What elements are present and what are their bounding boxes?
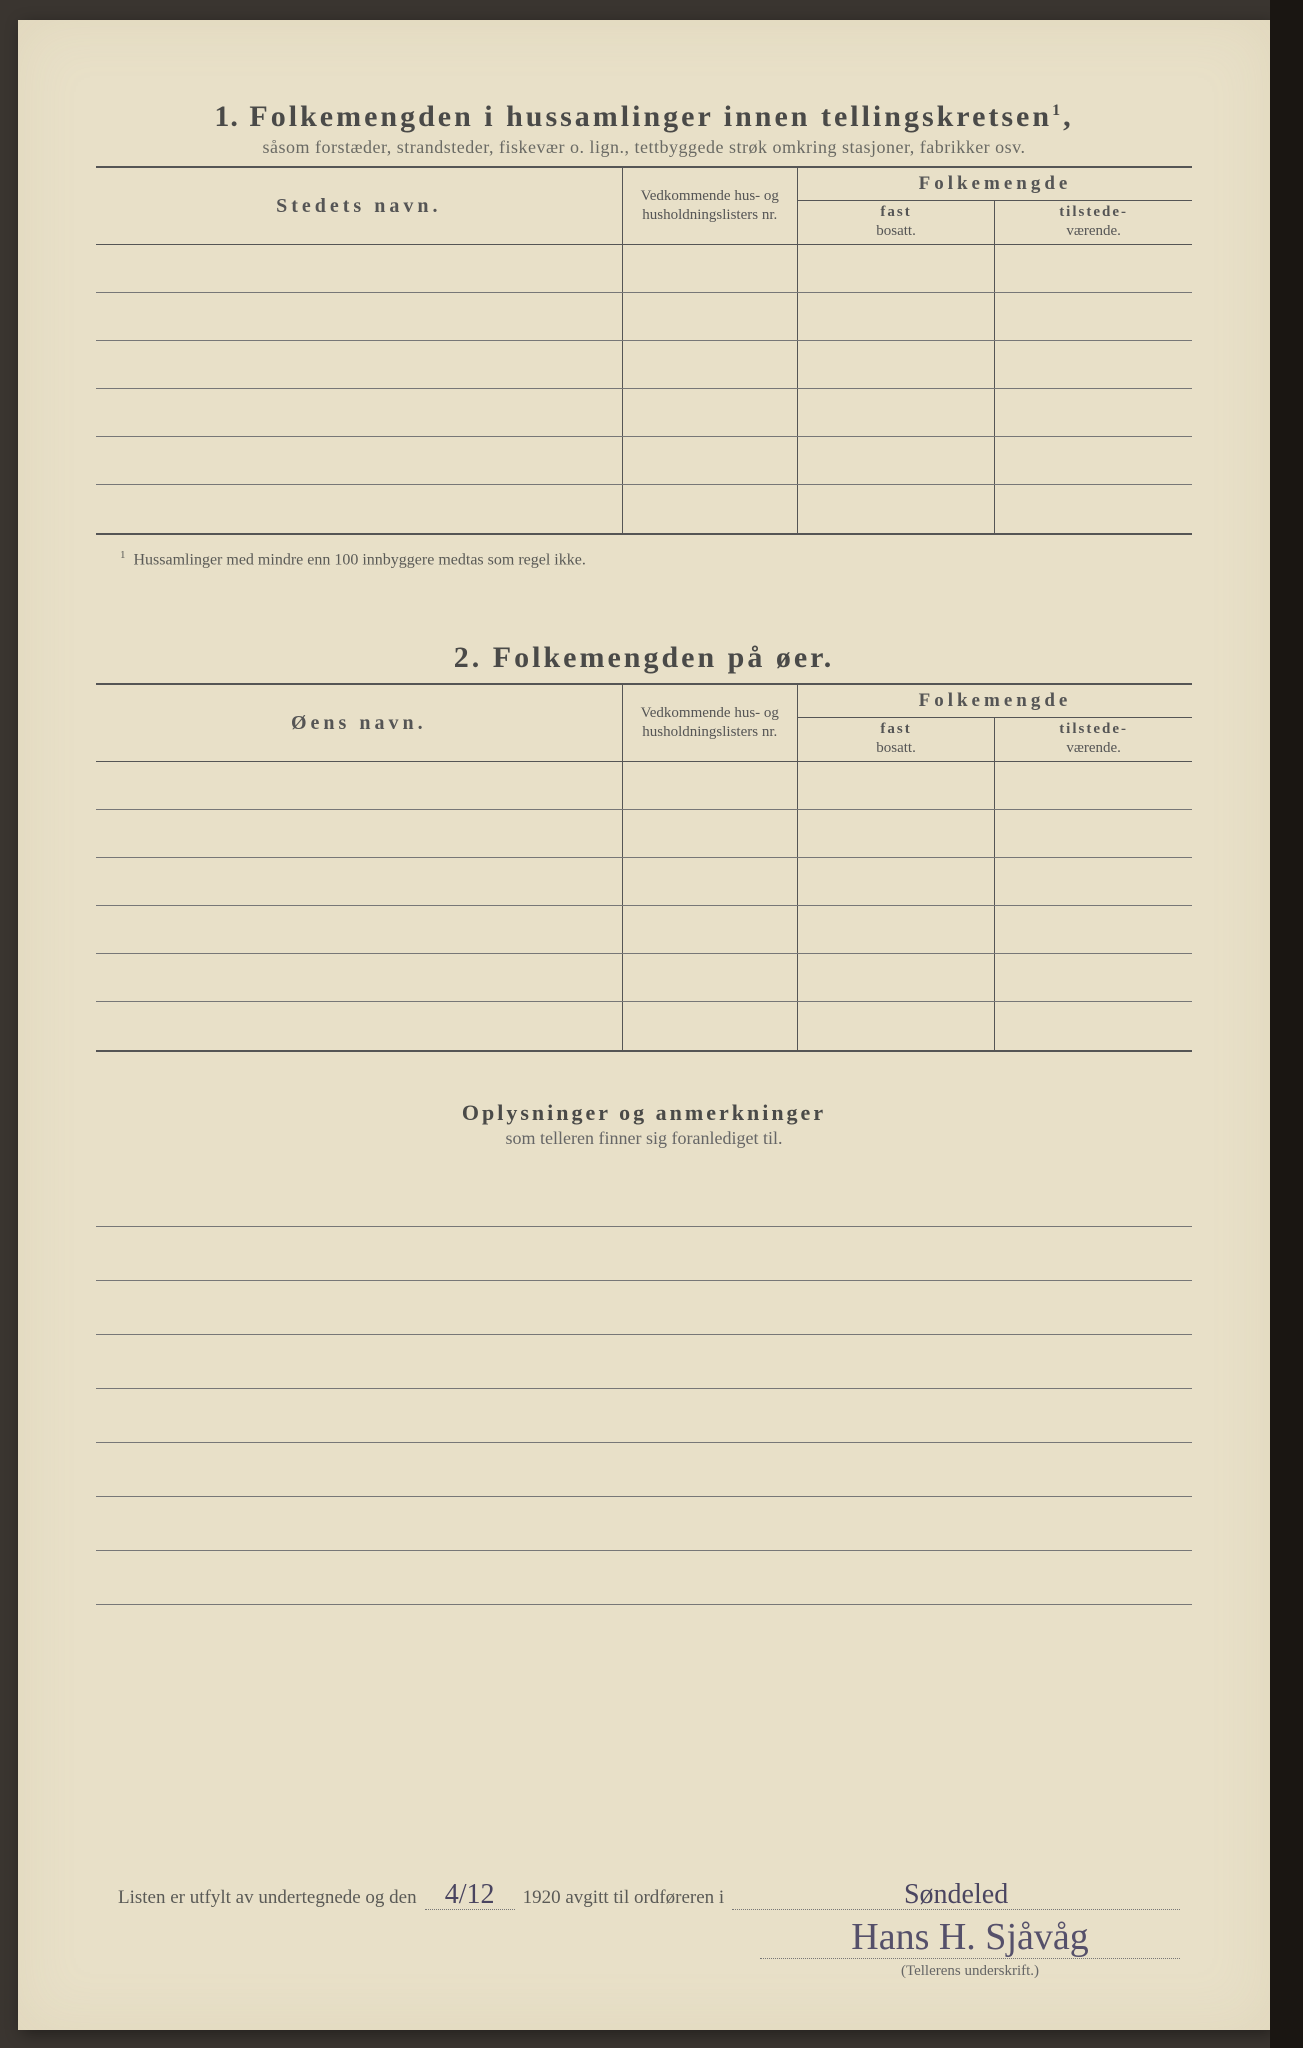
signoff-date: 4/12 bbox=[425, 1881, 515, 1910]
table-row bbox=[96, 485, 1192, 533]
th-tilstede-2: tilstede- værende. bbox=[995, 717, 1192, 762]
section-1-subtitle: såsom forstæder, strandsteder, fiskevær … bbox=[96, 137, 1192, 158]
section-1: 1. Folkemengden i hussamlinger innen tel… bbox=[96, 100, 1192, 569]
table-row bbox=[96, 293, 1192, 341]
th-lists-2: Vedkommende hus- og husholdningslisters … bbox=[622, 685, 797, 762]
table-1: Stedets navn. Vedkommende hus- og hushol… bbox=[96, 168, 1192, 533]
table-2: Øens navn. Vedkommende hus- og husholdni… bbox=[96, 685, 1192, 1050]
footnote-mark: 1 bbox=[120, 549, 126, 561]
footnote-1: 1 Hussamlinger med mindre enn 100 innbyg… bbox=[120, 549, 1192, 569]
table-row bbox=[96, 954, 1192, 1002]
table-row bbox=[96, 906, 1192, 954]
section-3-subtitle: som telleren finner sig foranlediget til… bbox=[96, 1128, 1192, 1149]
section-3: Oplysninger og anmerkninger som telleren… bbox=[96, 1100, 1192, 1605]
th-folkemengde-2: Folkemengde bbox=[797, 685, 1192, 717]
section-2-title-text: Folkemengden på øer. bbox=[493, 641, 834, 674]
table-row bbox=[96, 1002, 1192, 1050]
section-2-number: 2. bbox=[454, 641, 483, 674]
rule bbox=[96, 1050, 1192, 1052]
signoff-pre: Listen er utfylt av undertegnede og den bbox=[118, 1887, 417, 1909]
th-fast: fast bosatt. bbox=[797, 200, 994, 245]
table-row bbox=[96, 858, 1192, 906]
table-row bbox=[96, 389, 1192, 437]
table-row bbox=[96, 245, 1192, 293]
scan-edge bbox=[1270, 0, 1303, 2048]
signature-block: Hans H. Sjåvåg (Tellerens underskrift.) bbox=[760, 1918, 1180, 1980]
signoff-place: Søndeled bbox=[732, 1881, 1180, 1910]
section-2: 2. Folkemengden på øer. Øens navn. Vedko… bbox=[96, 641, 1192, 1052]
ruled-line bbox=[96, 1389, 1192, 1443]
th-oens-navn: Øens navn. bbox=[96, 685, 622, 762]
ruled-line bbox=[96, 1335, 1192, 1389]
th-tilstede: tilstede- værende. bbox=[995, 200, 1192, 245]
th-fast-2: fast bosatt. bbox=[797, 717, 994, 762]
signoff-mid: 1920 avgitt til ordføreren i bbox=[523, 1887, 725, 1909]
th-stedets-navn: Stedets navn. bbox=[96, 168, 622, 245]
th-lists: Vedkommende hus- og husholdningslisters … bbox=[622, 168, 797, 245]
section-1-number: 1. bbox=[214, 100, 239, 133]
signature-caption: (Tellerens underskrift.) bbox=[760, 1963, 1180, 1980]
ruled-line bbox=[96, 1551, 1192, 1605]
th-folkemengde: Folkemengde bbox=[797, 168, 1192, 200]
section-1-title-sup: 1 bbox=[1052, 102, 1063, 119]
section-1-title-text: Folkemengden i hussamlinger innen tellin… bbox=[249, 100, 1052, 133]
table-row bbox=[96, 762, 1192, 810]
section-2-title: 2. Folkemengden på øer. bbox=[96, 641, 1192, 675]
table-row bbox=[96, 341, 1192, 389]
section-1-title: 1. Folkemengden i hussamlinger innen tel… bbox=[96, 100, 1192, 134]
footnote-text: Hussamlinger med mindre enn 100 innbygge… bbox=[134, 551, 586, 568]
signoff-line: Listen er utfylt av undertegnede og den … bbox=[118, 1881, 1180, 1910]
rule bbox=[96, 533, 1192, 535]
table-1-body bbox=[96, 245, 1192, 533]
ruled-line bbox=[96, 1227, 1192, 1281]
ruled-line bbox=[96, 1281, 1192, 1335]
document-page: 1. Folkemengden i hussamlinger innen tel… bbox=[18, 20, 1270, 2030]
table-row bbox=[96, 437, 1192, 485]
table-row bbox=[96, 810, 1192, 858]
remarks-lines bbox=[96, 1173, 1192, 1605]
section-3-title: Oplysninger og anmerkninger bbox=[96, 1100, 1192, 1126]
ruled-line bbox=[96, 1497, 1192, 1551]
ruled-line bbox=[96, 1443, 1192, 1497]
signature-name: Hans H. Sjåvåg bbox=[760, 1918, 1180, 1959]
ruled-line bbox=[96, 1173, 1192, 1227]
table-2-body bbox=[96, 762, 1192, 1050]
